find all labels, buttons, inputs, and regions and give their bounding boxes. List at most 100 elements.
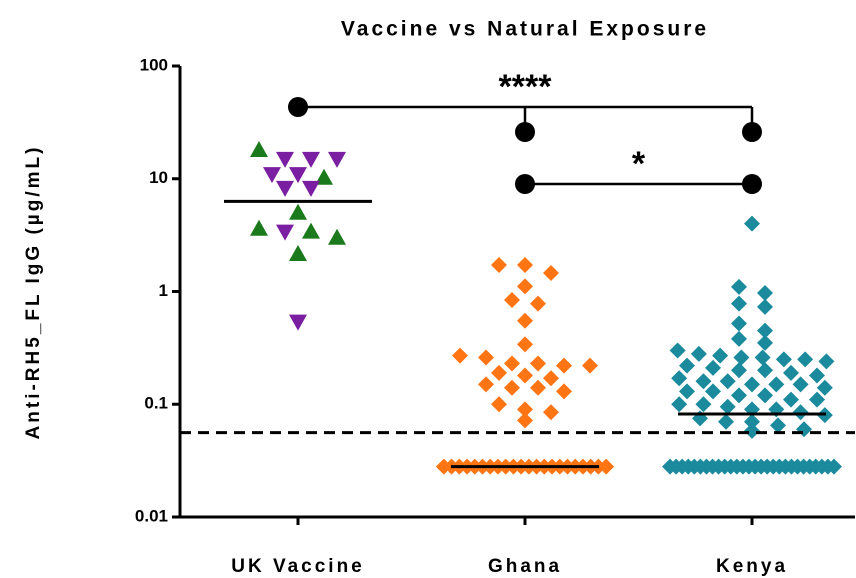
bracket-dot <box>742 122 762 142</box>
data-point <box>517 278 533 295</box>
bracket-dot <box>515 174 535 194</box>
data-point <box>530 379 546 396</box>
bracket-dot <box>742 174 762 194</box>
data-point <box>754 349 771 366</box>
data-point <box>504 355 520 372</box>
chart-title: Vaccine vs Natural Exposure <box>341 18 709 41</box>
data-point <box>452 347 468 364</box>
data-point <box>530 355 546 372</box>
data-point <box>731 330 747 347</box>
data-point <box>289 314 307 331</box>
data-point <box>582 357 598 374</box>
data-point <box>250 140 268 157</box>
data-point <box>757 284 773 301</box>
data-point <box>328 228 346 245</box>
data-point <box>792 376 809 393</box>
bracket-dot <box>515 122 535 142</box>
data-point <box>276 151 294 168</box>
data-point <box>517 401 533 418</box>
data-point <box>517 336 533 353</box>
data-point <box>825 458 842 475</box>
data-point <box>302 151 320 168</box>
data-point <box>783 364 799 381</box>
data-point <box>731 315 747 332</box>
data-point <box>671 396 688 413</box>
data-point <box>517 312 533 329</box>
data-point <box>491 364 507 381</box>
y-tick-label: 100 <box>140 55 168 74</box>
data-point <box>328 151 346 168</box>
data-point <box>757 298 773 315</box>
data-point <box>744 215 760 232</box>
data-point <box>731 387 747 404</box>
data-point <box>733 349 750 366</box>
y-axis-label: Anti-RH5_FL IgG (µg/mL) <box>23 145 44 440</box>
data-point <box>809 391 825 408</box>
y-tick-label: 0.1 <box>144 394 168 413</box>
data-point <box>491 396 507 413</box>
data-point <box>796 421 812 438</box>
data-point <box>719 373 736 390</box>
data-point <box>818 353 835 370</box>
data-point <box>315 168 333 185</box>
data-point <box>695 396 712 413</box>
bracket-dot <box>288 97 308 117</box>
data-point <box>556 357 572 374</box>
data-point <box>543 264 559 281</box>
data-point <box>731 278 747 295</box>
data-point <box>276 180 294 197</box>
x-tick-label: Ghana <box>488 556 562 577</box>
data-point <box>797 351 814 368</box>
data-point <box>719 398 736 415</box>
data-point <box>302 222 320 239</box>
data-point <box>543 370 559 387</box>
data-point <box>504 379 520 396</box>
data-point <box>695 373 712 390</box>
data-point <box>712 347 729 364</box>
data-point <box>289 167 307 184</box>
significance-label: * <box>632 145 646 183</box>
data-point <box>679 357 695 374</box>
data-point <box>517 367 533 384</box>
data-point <box>744 413 760 430</box>
significance-label: **** <box>499 68 553 106</box>
data-point <box>491 256 507 273</box>
data-point <box>809 367 825 384</box>
x-tick-label: Kenya <box>716 556 788 577</box>
data-point <box>757 362 773 379</box>
data-point <box>757 334 773 351</box>
data-point <box>679 383 695 400</box>
data-point <box>775 351 792 368</box>
data-point <box>263 167 281 184</box>
data-point <box>504 292 520 309</box>
y-tick-label: 0.01 <box>135 506 168 525</box>
data-point <box>302 180 320 197</box>
data-point <box>669 342 686 359</box>
data-point <box>530 295 546 312</box>
data-point <box>289 245 307 262</box>
data-point <box>517 256 533 273</box>
x-tick-label: UK Vaccine <box>231 556 365 577</box>
data-point <box>690 345 707 362</box>
data-point <box>543 404 559 421</box>
data-point <box>744 422 760 439</box>
data-point <box>478 376 494 393</box>
data-point <box>744 376 760 393</box>
data-point <box>731 362 747 379</box>
data-point <box>718 413 734 430</box>
data-point <box>705 359 721 376</box>
data-point <box>517 412 533 429</box>
data-point <box>556 383 572 400</box>
data-point <box>816 379 833 396</box>
data-point <box>731 295 747 312</box>
data-point <box>757 387 773 404</box>
data-point <box>671 370 688 387</box>
data-point <box>783 391 799 408</box>
data-point <box>289 203 307 220</box>
data-point <box>705 383 721 400</box>
y-tick-label: 10 <box>149 168 168 187</box>
data-point <box>598 458 615 475</box>
data-point <box>478 349 494 366</box>
data-point <box>250 219 268 236</box>
